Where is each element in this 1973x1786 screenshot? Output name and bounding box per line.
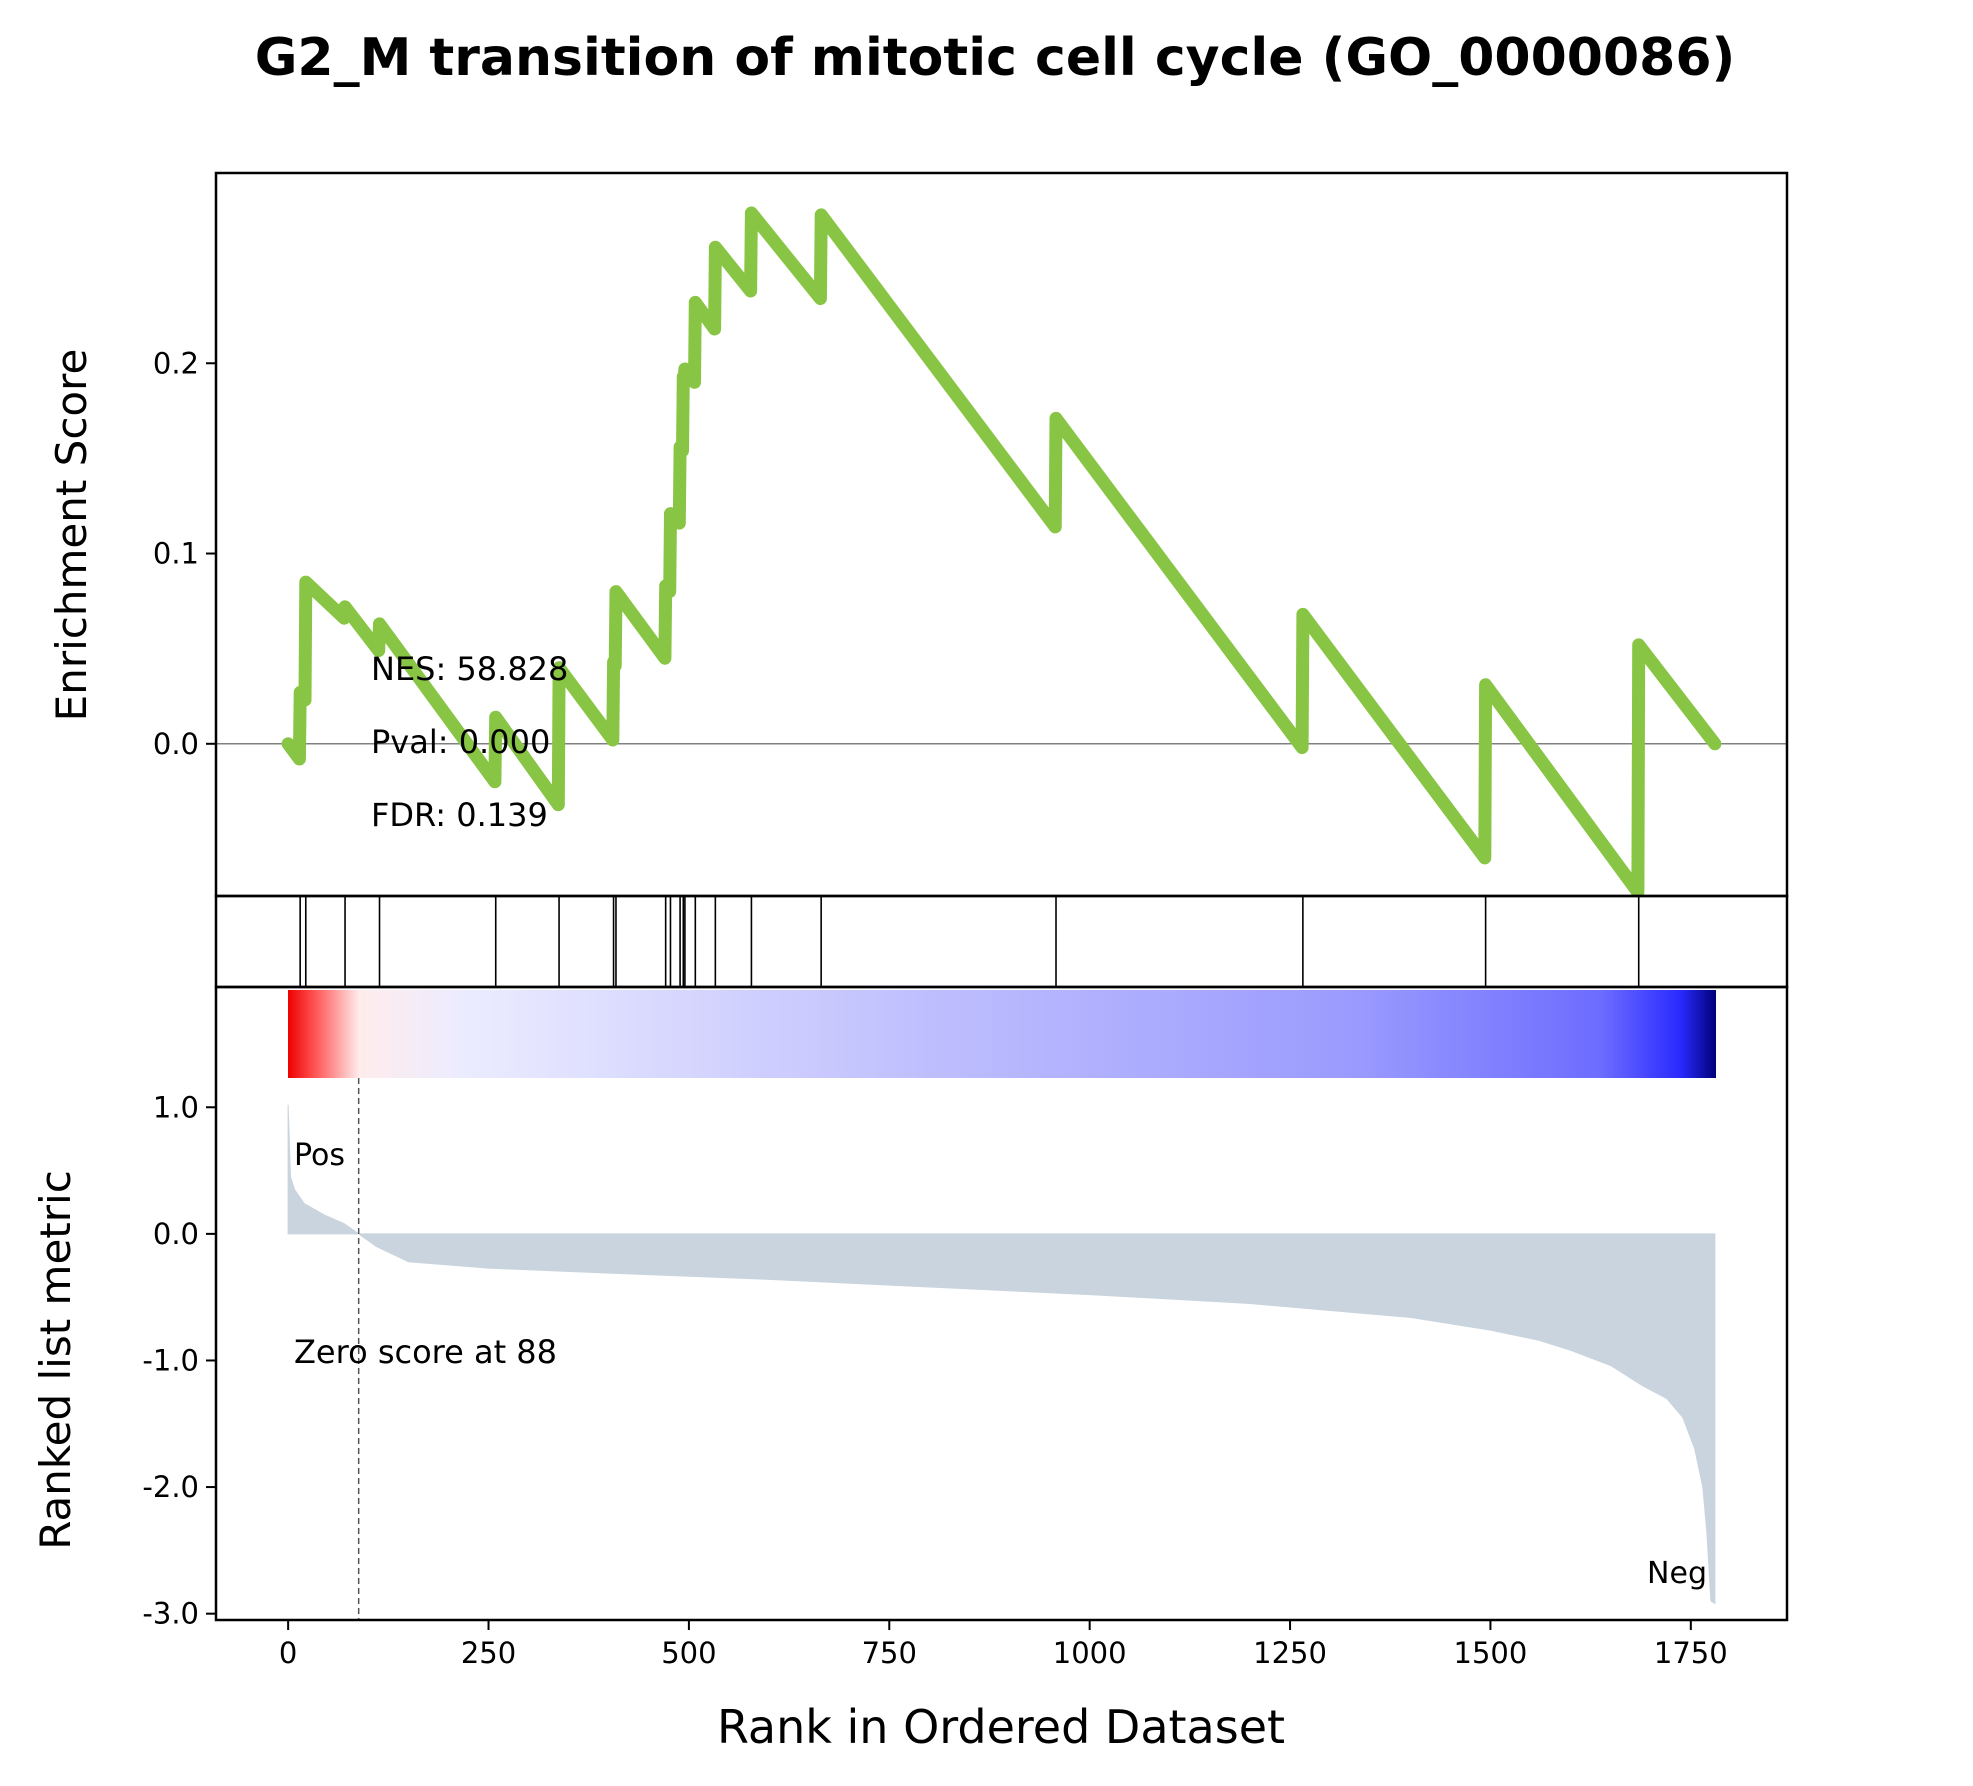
es-y-axis-label: Enrichment Score bbox=[47, 349, 96, 722]
chart-title: G2_M transition of mitotic cell cycle (G… bbox=[255, 28, 1736, 88]
es-panel-frame bbox=[214, 171, 1789, 898]
es-plot-area bbox=[281, 206, 1722, 896]
metric-y-axis-label: Ranked list metric bbox=[31, 1170, 80, 1550]
x-tick-label: 1750 bbox=[1654, 1636, 1728, 1670]
x-ticks: 0 250 500 750 1000 1250 1500 1750 bbox=[279, 1620, 1728, 1670]
x-tick-label: 750 bbox=[862, 1636, 917, 1670]
x-tick-label: 250 bbox=[461, 1636, 516, 1670]
es-y-tick-label: 0.2 bbox=[153, 346, 199, 380]
stat-annotation: Pval: 0.000 bbox=[371, 723, 550, 761]
metric-y-tick-label: -1.0 bbox=[142, 1343, 199, 1377]
es-y-tick-label: 0.1 bbox=[153, 537, 199, 571]
zero-score-label: Zero score at 88 bbox=[294, 1333, 557, 1371]
hits-panel bbox=[214, 894, 1789, 989]
ranked-metric-panel: 1.0 0.0 -1.0 -2.0 -3.0 0 250 500 750 1000 1250 150… bbox=[31, 985, 1789, 1754]
metric-y-tick-label: -2.0 bbox=[142, 1470, 199, 1504]
es-y-tick-label: 0.0 bbox=[153, 727, 199, 761]
metric-y-tick-label: -3.0 bbox=[142, 1597, 199, 1631]
stat-annotation: FDR: 0.139 bbox=[371, 796, 548, 834]
metric-y-tick-label: 0.0 bbox=[153, 1217, 199, 1251]
neg-label: Neg bbox=[1647, 1556, 1707, 1591]
rank-color-bar bbox=[288, 990, 1716, 1078]
x-axis-label: Rank in Ordered Dataset bbox=[717, 1700, 1285, 1754]
gene-hit-lines bbox=[299, 896, 1640, 987]
metric-y-ticks: 1.0 0.0 -1.0 -2.0 -3.0 bbox=[142, 1090, 216, 1631]
x-tick-label: 0 bbox=[279, 1636, 297, 1670]
hits-panel-frame bbox=[214, 894, 1789, 989]
metric-panel-frame bbox=[214, 985, 1789, 1622]
x-tick-label: 1000 bbox=[1053, 1636, 1127, 1670]
x-tick-label: 1250 bbox=[1253, 1636, 1327, 1670]
es-y-ticks: 0.0 0.1 0.2 bbox=[153, 346, 216, 761]
es-series-line bbox=[281, 206, 1722, 896]
ranked-metric-area bbox=[287, 1104, 1716, 1605]
x-tick-label: 1500 bbox=[1454, 1636, 1528, 1670]
enrichment-panel: 0.0 0.1 0.2 NES: 58.828 Pval: 0.000 FDR: 0.1… bbox=[47, 171, 1789, 898]
stats-annotations: NES: 58.828 Pval: 0.000 FDR: 0.139 bbox=[371, 650, 568, 834]
metric-plot-area bbox=[287, 1078, 1716, 1620]
stat-annotation: NES: 58.828 bbox=[371, 650, 568, 688]
metric-y-tick-label: 1.0 bbox=[153, 1090, 199, 1124]
x-tick-label: 500 bbox=[661, 1636, 716, 1670]
pos-label: Pos bbox=[294, 1138, 345, 1173]
